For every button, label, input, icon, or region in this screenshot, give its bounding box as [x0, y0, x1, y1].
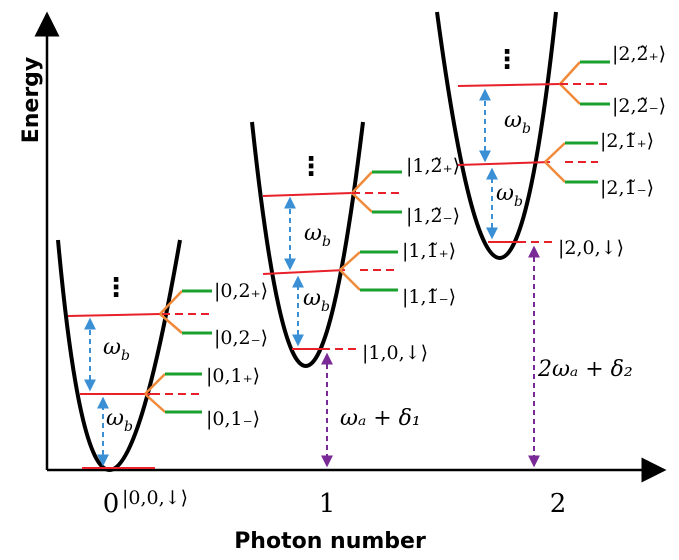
level-n1-2: [262, 192, 353, 197]
level-n1-1: [262, 269, 346, 275]
dots-n1: ⋮: [298, 152, 324, 182]
y-axis-title: Energy: [19, 57, 44, 144]
manifold-n0: ωb ωb ⋮ |0,0,↓⟩ |0,2₊⟩ |0,2₋⟩ |0,1₊⟩ |0,…: [67, 273, 268, 509]
manifold-n1: ωb ωb ⋮ |1,2̃₊⟩ |1,2̃₋⟩ |1,1̃₊⟩ |1,1̃₋⟩ …: [262, 152, 460, 468]
x-axis-title: Photon number: [234, 529, 426, 554]
omega-b-n2-high: ωb: [504, 108, 531, 137]
tick-2: 2: [550, 489, 567, 519]
ket-n0-ground: |0,0,↓⟩: [122, 487, 188, 509]
ket-n2-ground: |2,0,↓⟩: [558, 237, 624, 259]
well-n2: [435, 11, 558, 260]
well-n1: [250, 121, 365, 368]
ket-n0-2p: |0,2₊⟩: [214, 280, 268, 302]
omega-b-n2-low: ωb: [496, 181, 523, 210]
ket-n0-1p: |0,1₊⟩: [206, 365, 260, 387]
level-n2-2: [457, 83, 561, 87]
omega-b-n1-high: ωb: [304, 221, 331, 250]
ket-n1-1p: |1,1̃₊⟩: [402, 240, 456, 262]
tick-1: 1: [319, 489, 336, 519]
omega-b-n0-low: ωb: [106, 406, 133, 435]
omega-b-n0-high: ωb: [103, 335, 130, 364]
ket-n1-1m: |1,1̃₋⟩: [402, 286, 456, 308]
gap-label-1: ωₐ + δ₁: [340, 406, 421, 431]
ket-n1-ground: |1,0,↓⟩: [362, 342, 428, 364]
well-n0: [56, 239, 182, 472]
ket-n0-2m: |0,2₋⟩: [214, 327, 268, 349]
level-n0-2: [67, 313, 161, 317]
ket-n2-2m: |2,2̃₋⟩: [612, 95, 666, 117]
omega-b-n1-low: ωb: [303, 286, 330, 315]
gap-label-2: 2ωₐ + δ₂: [537, 357, 633, 382]
ket-n2-2p: |2,2̃₊⟩: [612, 43, 666, 65]
ket-n1-2m: |1,2̃₋⟩: [406, 205, 460, 227]
manifold-n2: ωb ωb ⋮ |2,2̃₊⟩ |2,2̃₋⟩ |2,1̃₊⟩ |2,1̃₋⟩ …: [457, 43, 666, 468]
ket-n1-2p: |1,2̃₊⟩: [406, 155, 460, 177]
ket-n0-1m: |0,1₋⟩: [206, 408, 260, 430]
dots-n0: ⋮: [103, 273, 129, 303]
ket-n2-1p: |2,1̃₊⟩: [600, 130, 654, 152]
tick-0: 0: [103, 489, 120, 519]
dots-n2: ⋮: [494, 45, 520, 75]
level-n2-1: [457, 161, 551, 166]
ket-n2-1m: |2,1̃₋⟩: [600, 177, 654, 199]
